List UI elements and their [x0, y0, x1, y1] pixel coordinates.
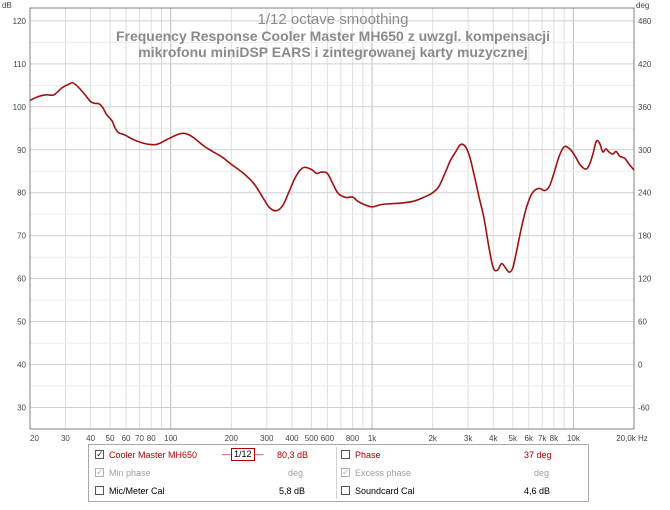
- phase-checkbox[interactable]: [341, 450, 350, 459]
- x-tick-label: 800: [346, 434, 360, 443]
- chart-title: 1/12 octave smoothing: [258, 11, 409, 28]
- chart-subtitle-line-1: Frequency Response Cooler Master MH650 z…: [116, 28, 550, 44]
- x-tick-label: 40: [86, 434, 95, 443]
- smoothing-label: 1/12: [231, 448, 255, 461]
- smoothing-badge[interactable]: —1/12—: [222, 448, 264, 461]
- y-right-tick-label: 120: [638, 275, 652, 284]
- y-left-tick-label: 40: [17, 361, 26, 370]
- x-tick-label: 7k: [538, 434, 547, 443]
- soundcard-cal-value: 4,6 dB: [524, 486, 551, 496]
- chart-subtitle-line-2: mikrofonu miniDSP EARS i zintegrowanej k…: [138, 44, 528, 60]
- excess-phase-checkbox[interactable]: ✓: [341, 467, 350, 477]
- series-name[interactable]: Cooler Master MH650: [109, 450, 198, 460]
- y-right-tick-label: 480: [638, 17, 652, 26]
- legend-panel: ✓ Cooler Master MH650 —1/12— 80,3 dB Pha…: [88, 444, 589, 502]
- y-right-tick-label: -60: [638, 404, 650, 413]
- x-axis-ticks: 20 30 40 50 60 70 80 100 200 300 400 500 600 800 1k 2k 3…: [30, 434, 637, 443]
- x-tick-label: 500: [305, 434, 319, 443]
- y-right-tick-label: 180: [638, 232, 652, 241]
- x-tick-label: 300: [260, 434, 274, 443]
- legend-row-2: ✓ Min phase deg ✓ Excess phase deg: [89, 464, 588, 482]
- x-tick-label: 8k: [550, 434, 559, 443]
- y-left-tick-label: 110: [13, 60, 26, 69]
- legend-divider: [336, 447, 337, 499]
- y-left-tick-label: 80: [17, 189, 26, 198]
- x-tick-label: 30: [61, 434, 70, 443]
- x-tick-label: 70: [135, 434, 144, 443]
- x-tick-label: 4k: [489, 434, 498, 443]
- series-value: 80,3 dB: [277, 450, 309, 460]
- x-tick-label: 400: [285, 434, 299, 443]
- x-tick-label: 20,0k: [616, 434, 637, 443]
- mic-cal-label[interactable]: Mic/Meter Cal: [109, 486, 165, 496]
- y-axis-left-ticks: 30 40 50 60 70 80 90 100 110 120: [13, 17, 27, 413]
- excess-phase-value: deg: [534, 468, 550, 478]
- series-line: [29, 81, 635, 273]
- x-tick-label: 60: [122, 434, 131, 443]
- min-phase-label[interactable]: Min phase: [109, 468, 151, 478]
- phase-label[interactable]: Phase: [355, 450, 381, 460]
- y-right-tick-label: 0: [638, 361, 643, 370]
- y-left-tick-label: 30: [17, 404, 26, 413]
- legend-row-1: ✓ Cooler Master MH650 —1/12— 80,3 dB Pha…: [89, 446, 588, 464]
- x-unit: Hz: [638, 434, 648, 443]
- legend-row-3: Mic/Meter Cal 5,8 dB Soundcard Cal 4,6 d…: [89, 482, 588, 500]
- x-tick-label: 2k: [428, 434, 437, 443]
- x-tick-label: 3k: [464, 434, 473, 443]
- min-phase-value: deg: [288, 468, 304, 478]
- excess-phase-label[interactable]: Excess phase: [355, 468, 412, 478]
- y-right-unit: deg: [636, 1, 649, 10]
- mic-cal-value: 5,8 dB: [279, 486, 306, 496]
- soundcard-cal-label[interactable]: Soundcard Cal: [355, 486, 415, 496]
- x-tick-label: 600: [321, 434, 335, 443]
- x-tick-label: 50: [106, 434, 115, 443]
- phase-value: 37 deg: [524, 450, 552, 460]
- y-left-unit: dB: [2, 1, 12, 10]
- x-tick-label: 1k: [368, 434, 377, 443]
- grid-layer: [29, 8, 635, 429]
- y-right-tick-label: 300: [638, 146, 652, 155]
- y-left-tick-label: 90: [17, 146, 26, 155]
- x-tick-label: 5k: [509, 434, 518, 443]
- soundcard-cal-checkbox[interactable]: [341, 486, 350, 495]
- series-checkbox[interactable]: ✓: [95, 449, 104, 459]
- y-left-tick-label: 60: [17, 275, 26, 284]
- x-tick-label: 100: [164, 434, 178, 443]
- mic-cal-checkbox[interactable]: [95, 486, 104, 495]
- x-tick-label: 20: [30, 434, 39, 443]
- x-tick-label: 10k: [567, 434, 581, 443]
- y-axis-right-ticks: -60 0 60 120 180 240 300 360 420 480: [638, 17, 652, 413]
- y-right-tick-label: 420: [638, 60, 652, 69]
- x-tick-label: 200: [225, 434, 239, 443]
- min-phase-checkbox[interactable]: ✓: [95, 467, 104, 477]
- x-tick-label: 80: [147, 434, 156, 443]
- plot-frame: [29, 7, 635, 430]
- y-right-tick-label: 360: [638, 103, 652, 112]
- y-right-tick-label: 60: [638, 318, 647, 327]
- y-left-tick-label: 100: [13, 103, 27, 112]
- y-left-tick-label: 50: [17, 318, 26, 327]
- series-layer: [29, 81, 635, 273]
- y-left-tick-label: 70: [17, 232, 26, 241]
- y-right-tick-label: 240: [638, 189, 652, 198]
- y-left-tick-label: 120: [13, 17, 27, 26]
- x-tick-label: 6k: [525, 434, 534, 443]
